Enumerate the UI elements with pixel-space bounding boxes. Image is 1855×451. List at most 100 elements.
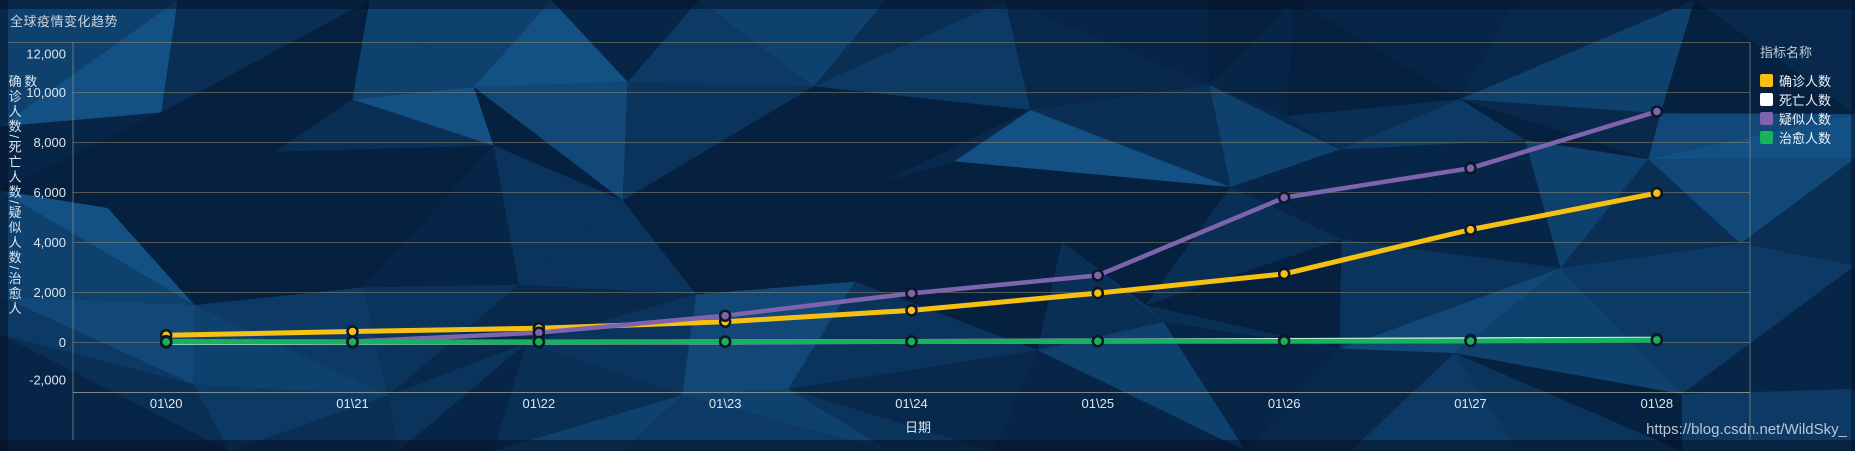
background-facet: [1339, 140, 1561, 269]
marker-confirmed-7[interactable]: [1464, 223, 1477, 236]
marker-cured-8[interactable]: [1650, 333, 1664, 347]
background-facet: [1339, 149, 1561, 269]
x-tick-label-4: 01\24: [895, 396, 928, 411]
background-facet: [1460, 99, 1649, 160]
marker-cured-4[interactable]: [905, 335, 918, 348]
x-axis-title: 日期: [904, 420, 931, 435]
background-facet: [1681, 243, 1855, 395]
background-facet: [1339, 348, 1455, 451]
marker-confirmed-6[interactable]: [1277, 267, 1291, 281]
background-facet: [622, 81, 814, 201]
background-facet: [1145, 239, 1342, 349]
background-facet: [1005, 0, 1210, 85]
background-facet: [193, 384, 389, 451]
marker-confirmed-4[interactable]: [905, 304, 918, 317]
marker-cured-0[interactable]: [159, 335, 173, 349]
marker-cured-2[interactable]: [532, 335, 546, 349]
x-tick-label-5: 01\25: [1082, 396, 1115, 411]
background-facet: [229, 395, 399, 451]
marker-confirmed-1[interactable]: [346, 325, 359, 338]
background-facet: [1286, 0, 1461, 117]
background-facet: [551, 0, 699, 82]
marker-cured-3[interactable]: [718, 335, 732, 348]
marker-confirmed-5[interactable]: [1091, 286, 1105, 300]
background-facet: [622, 86, 886, 201]
background-facet: [1005, 0, 1210, 111]
legend-label-deaths: 死亡人数: [1779, 93, 1832, 108]
background-facet: [1560, 243, 1741, 395]
legend-item-suspected[interactable]: 疑似人数: [1760, 109, 1831, 128]
y-tick-label: 6,000: [33, 185, 66, 200]
marker-cured-1[interactable]: [346, 335, 359, 349]
background-facet: [1460, 99, 1661, 160]
legend-item-deaths[interactable]: 死亡人数: [1760, 90, 1831, 109]
background-facet: [1350, 353, 1520, 451]
background-facet: [788, 350, 1038, 451]
x-tick-label-6: 01\26: [1268, 396, 1301, 411]
background-facet: [0, 190, 195, 305]
background-facet: [518, 200, 696, 295]
marker-suspected-6[interactable]: [1277, 191, 1291, 204]
background-facet: [1454, 268, 1682, 395]
legend-item-confirmed[interactable]: 确诊人数: [1760, 71, 1831, 90]
background-facet: [1454, 353, 1683, 451]
marker-cured-5[interactable]: [1091, 335, 1105, 348]
background-facet: [1294, 0, 1517, 100]
background-facet: [1286, 99, 1461, 150]
background-facet: [1648, 113, 1855, 160]
background-facet: [1030, 84, 1231, 188]
background-facet: [526, 294, 696, 395]
background-facet: [473, 0, 628, 88]
background-facet: [698, 0, 886, 87]
marker-cured-7[interactable]: [1464, 334, 1477, 348]
background-facet: [369, 0, 552, 88]
background-facet: [193, 304, 389, 396]
background-facet: [0, 295, 194, 385]
background-facet: [682, 281, 855, 395]
background-facet: [622, 394, 891, 451]
legend: 指标名称 确诊人数 死亡人数 疑似人数 治愈人数: [1760, 42, 1831, 147]
background-facet: [363, 145, 519, 288]
x-tick-label-7: 01\27: [1454, 396, 1487, 411]
background-facet: [1245, 348, 1351, 451]
marker-suspected-7[interactable]: [1464, 161, 1477, 175]
background-facet: [493, 342, 683, 451]
background-facet: [161, 0, 370, 113]
marker-suspected-3[interactable]: [718, 309, 732, 322]
background-facet: [1648, 158, 1855, 244]
background-facet: [352, 87, 494, 146]
marker-suspected-8[interactable]: [1650, 105, 1664, 118]
background-facet: [388, 342, 527, 451]
background-facet: [1037, 322, 1246, 451]
background-facet: [627, 0, 814, 87]
legend-title: 指标名称: [1760, 45, 1813, 60]
x-tick-label-3: 01\23: [709, 396, 742, 411]
background-facet: [0, 295, 195, 385]
marker-suspected-5[interactable]: [1091, 269, 1105, 282]
background-facet: [107, 99, 353, 209]
background-facet: [275, 99, 494, 152]
background-facet: [1648, 113, 1855, 160]
y-tick-label: 10,000: [26, 85, 66, 100]
legend-swatch-cured: [1760, 131, 1773, 144]
background-facet: [854, 242, 1062, 351]
background-facet: [275, 145, 494, 288]
x-tick-label-0: 01\20: [150, 396, 183, 411]
background-facet: [1460, 0, 1695, 114]
background-facet: [1209, 84, 1340, 188]
background-facet: [473, 87, 623, 201]
marker-confirmed-8[interactable]: [1650, 186, 1664, 200]
background-facet: [1339, 99, 1526, 150]
x-tick-label-1: 01\21: [336, 396, 369, 411]
chart-title: 全球疫情变化趋势: [10, 14, 119, 29]
background-facet: [1339, 268, 1561, 354]
y-tick-label: 0: [59, 335, 66, 350]
marker-cured-6[interactable]: [1277, 334, 1291, 348]
marker-suspected-4[interactable]: [905, 287, 918, 300]
legend-label-confirmed: 确诊人数: [1779, 74, 1832, 89]
background-facet: [0, 112, 162, 209]
background-facet: [1682, 388, 1855, 451]
legend-item-cured[interactable]: 治愈人数: [1760, 128, 1831, 147]
